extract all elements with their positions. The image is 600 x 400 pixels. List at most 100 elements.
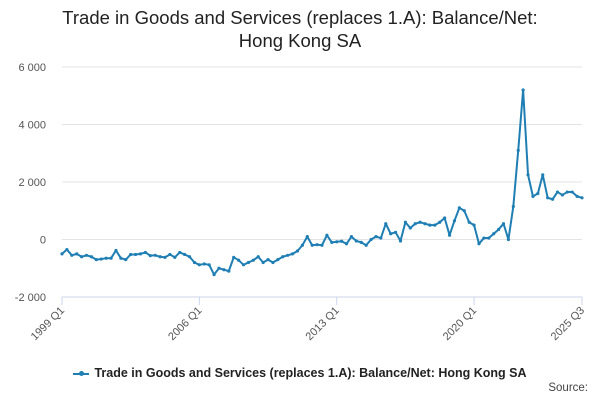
data-point (477, 242, 481, 246)
data-point (237, 258, 241, 262)
data-point (109, 256, 113, 260)
data-point (104, 256, 108, 260)
legend-line-marker-icon (73, 370, 90, 376)
data-point (65, 247, 69, 252)
data-point (438, 220, 442, 224)
data-point (501, 222, 506, 226)
data-point (487, 236, 491, 240)
data-point (393, 230, 398, 234)
data-point (531, 194, 535, 198)
data-point (492, 232, 496, 236)
data-point (447, 233, 452, 237)
x-tick-label: 2020 Q1 (441, 305, 479, 343)
data-point (408, 226, 412, 230)
data-point (335, 240, 339, 244)
data-point (84, 253, 89, 257)
data-point (89, 255, 94, 259)
data-point (281, 255, 285, 259)
data-point (286, 253, 290, 257)
chart-title: Trade in Goods and Services (replaces 1.… (0, 6, 600, 52)
data-point (443, 216, 447, 220)
data-point (423, 222, 427, 226)
data-point (202, 262, 206, 266)
data-point (315, 243, 319, 247)
data-point (129, 252, 133, 257)
data-point (369, 237, 373, 242)
data-point (374, 235, 378, 239)
data-point (384, 222, 388, 226)
data-point (325, 233, 329, 237)
chart-title-line-2: Hong Kong SA (238, 30, 362, 51)
y-tick-label: -2 000 (15, 292, 46, 304)
data-point (251, 258, 255, 262)
data-point (565, 190, 569, 194)
data-point (187, 255, 192, 259)
data-point (359, 240, 363, 244)
data-point (217, 266, 221, 270)
data-point (560, 193, 564, 197)
data-point (212, 272, 216, 277)
data-point (271, 260, 275, 265)
data-point (246, 260, 251, 265)
y-tick-label: 4 000 (18, 120, 46, 132)
data-point (570, 190, 574, 194)
data-point (305, 235, 309, 239)
data-point (511, 204, 515, 209)
series-group (60, 88, 584, 277)
data-point (521, 88, 525, 92)
data-point (295, 249, 300, 253)
legend-label: Trade in Goods and Services (replaces 1.… (94, 366, 527, 380)
data-point (94, 258, 98, 262)
x-tick-label: 1999 Q1 (29, 305, 67, 343)
legend[interactable]: Trade in Goods and Services (replaces 1.… (0, 366, 600, 380)
data-point (575, 194, 579, 198)
data-point (232, 255, 236, 259)
data-point (389, 232, 393, 236)
data-point (114, 248, 118, 253)
data-point (290, 252, 295, 256)
data-point (330, 240, 334, 244)
data-point (138, 252, 143, 256)
data-point (310, 243, 314, 247)
data-point (75, 252, 79, 256)
data-point (413, 222, 417, 226)
y-tick-label: 0 (40, 235, 46, 247)
data-point (526, 173, 530, 177)
data-point (379, 236, 383, 240)
chart-title-line-1: Trade in Goods and Services (replaces 1.… (62, 7, 538, 28)
data-point (99, 257, 103, 261)
y-tick-label: 6 000 (18, 62, 46, 74)
data-point (133, 252, 138, 257)
data-point (403, 220, 407, 224)
data-point (197, 263, 201, 267)
data-point (344, 242, 349, 246)
data-point (143, 250, 147, 255)
data-point (158, 255, 162, 259)
data-point (153, 253, 157, 257)
data-point (452, 219, 457, 223)
data-point (555, 190, 560, 194)
x-tick-label: 2013 Q1 (304, 305, 342, 343)
data-point (148, 254, 152, 258)
x-tick-label: 2025 Q3 (549, 305, 587, 343)
data-point (80, 255, 84, 259)
grid-lines (62, 66, 582, 298)
data-point (124, 258, 128, 262)
data-point (266, 258, 270, 262)
data-point (227, 269, 231, 273)
data-point (207, 263, 211, 267)
data-point (168, 252, 172, 257)
data-point (462, 209, 466, 213)
x-tick-label: 2006 Q1 (166, 305, 204, 343)
data-point (60, 252, 64, 256)
y-axis: -2 000 0 2 000 4 000 6 000 (15, 62, 46, 304)
data-point (340, 239, 344, 243)
data-point (472, 223, 476, 227)
source-label[interactable]: Source: (548, 382, 588, 394)
data-point (261, 260, 265, 265)
data-point (119, 256, 123, 260)
data-point (482, 236, 486, 240)
data-point (320, 243, 324, 247)
data-point (256, 255, 260, 259)
